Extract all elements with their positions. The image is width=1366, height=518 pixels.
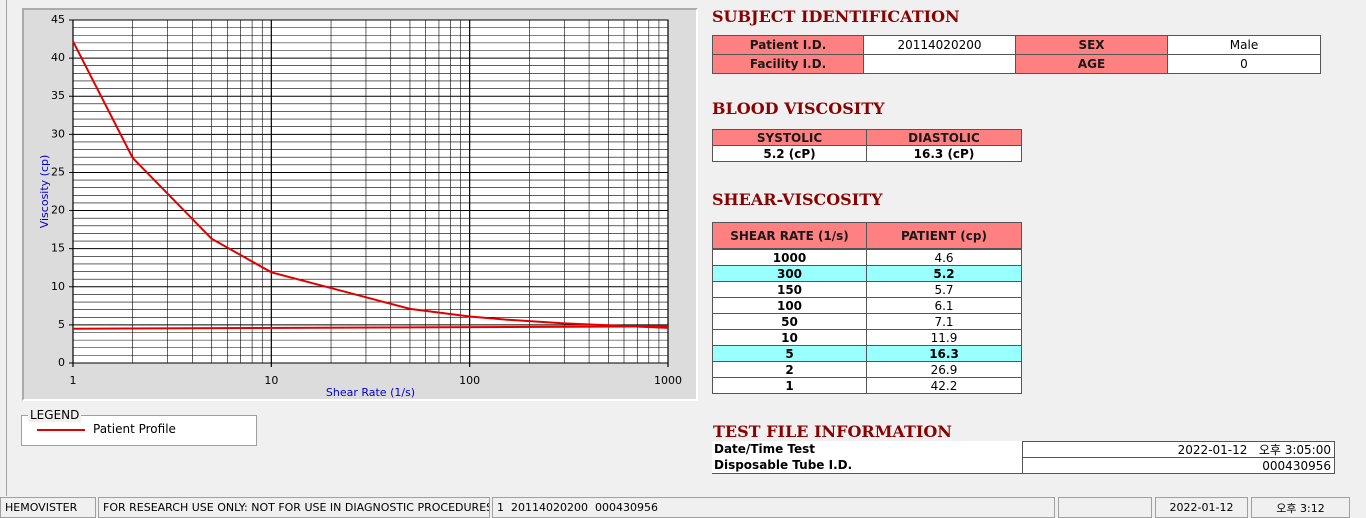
info-label: Disposable Tube I.D. — [712, 457, 1023, 474]
field-value — [863, 54, 1016, 74]
info-value: 2022-01-12 오후 3:05:00 — [1022, 441, 1335, 458]
table-cell: 50 — [712, 313, 867, 330]
section-title: SHEAR-VISCOSITY — [712, 190, 883, 209]
status-cell: FOR RESEARCH USE ONLY: NOT FOR USE IN DI… — [98, 497, 490, 518]
legend-title: LEGEND — [28, 408, 82, 422]
y-tick-label: 25 — [51, 165, 65, 178]
left-edge — [0, 0, 7, 496]
table-cell: 16.3 — [866, 345, 1022, 362]
table-cell: 26.9 — [866, 361, 1022, 378]
table-cell: 5 — [712, 345, 867, 362]
y-tick-label: 30 — [51, 127, 65, 140]
status-cell: 1 20114020200 000430956 — [492, 497, 1055, 518]
status-cell: 2022-01-12 — [1155, 497, 1248, 518]
table-cell: 6.1 — [866, 297, 1022, 314]
section-title: BLOOD VISCOSITY — [712, 99, 885, 118]
legend-swatch — [37, 429, 85, 431]
field-value: 20114020200 — [863, 35, 1016, 55]
section-title: TEST FILE INFORMATION — [713, 422, 952, 441]
table-header: SYSTOLIC — [712, 129, 867, 146]
table-cell: 100 — [712, 297, 867, 314]
table-header: DIASTOLIC — [866, 129, 1022, 146]
field-label: AGE — [1015, 54, 1168, 74]
x-tick-label: 100 — [459, 374, 480, 387]
y-tick-label: 45 — [51, 13, 65, 26]
table-cell: 1000 — [712, 249, 867, 266]
table-header: SHEAR RATE (1/s) — [712, 222, 867, 249]
table-cell: 42.2 — [866, 377, 1022, 394]
table-cell: 16.3 (cP) — [866, 145, 1022, 162]
table-cell: 5.2 (cP) — [712, 145, 867, 162]
field-label: Patient I.D. — [712, 35, 864, 55]
status-cell: HEMOVISTER — [0, 497, 96, 518]
y-tick-label: 5 — [58, 318, 65, 331]
status-cell: 오후 3:12 — [1251, 497, 1350, 518]
table-cell: 150 — [712, 281, 867, 298]
data-line — [72, 325, 669, 330]
field-label: Facility I.D. — [712, 54, 864, 74]
y-tick-label: 10 — [51, 280, 65, 293]
y-tick-label: 20 — [51, 204, 65, 217]
y-tick-label: 35 — [51, 89, 65, 102]
table-cell: 1 — [712, 377, 867, 394]
y-tick-label: 0 — [58, 356, 65, 369]
x-axis-label: Shear Rate (1/s) — [326, 386, 415, 399]
table-cell: 5.2 — [866, 265, 1022, 282]
table-cell: 300 — [712, 265, 867, 282]
status-cell — [1058, 497, 1152, 518]
y-tick-label: 15 — [51, 242, 65, 255]
plot-area — [72, 19, 669, 364]
table-cell: 2 — [712, 361, 867, 378]
table-cell: 4.6 — [866, 249, 1022, 266]
x-tick-label: 10 — [264, 374, 278, 387]
info-label: Date/Time Test — [712, 441, 1023, 458]
table-cell: 11.9 — [866, 329, 1022, 346]
data-line — [72, 40, 669, 329]
y-axis-label: Viscosity (cp) — [38, 155, 51, 229]
section-title: SUBJECT IDENTIFICATION — [712, 7, 960, 26]
field-value: Male — [1167, 35, 1321, 55]
table-cell: 5.7 — [866, 281, 1022, 298]
x-tick-label: 1 — [70, 374, 77, 387]
table-cell: 7.1 — [866, 313, 1022, 330]
field-label: SEX — [1015, 35, 1168, 55]
y-tick-label: 40 — [51, 51, 65, 64]
table-cell: 10 — [712, 329, 867, 346]
table-header: PATIENT (cp) — [866, 222, 1022, 249]
info-value: 000430956 — [1022, 457, 1335, 474]
x-tick-label: 1000 — [654, 374, 682, 387]
chart: 0 5 10 15 20 25 30 35 40 45 1 10 100 1000 Shear Rate (… — [38, 13, 682, 399]
field-value: 0 — [1167, 54, 1321, 74]
legend-entry: Patient Profile — [93, 422, 176, 436]
